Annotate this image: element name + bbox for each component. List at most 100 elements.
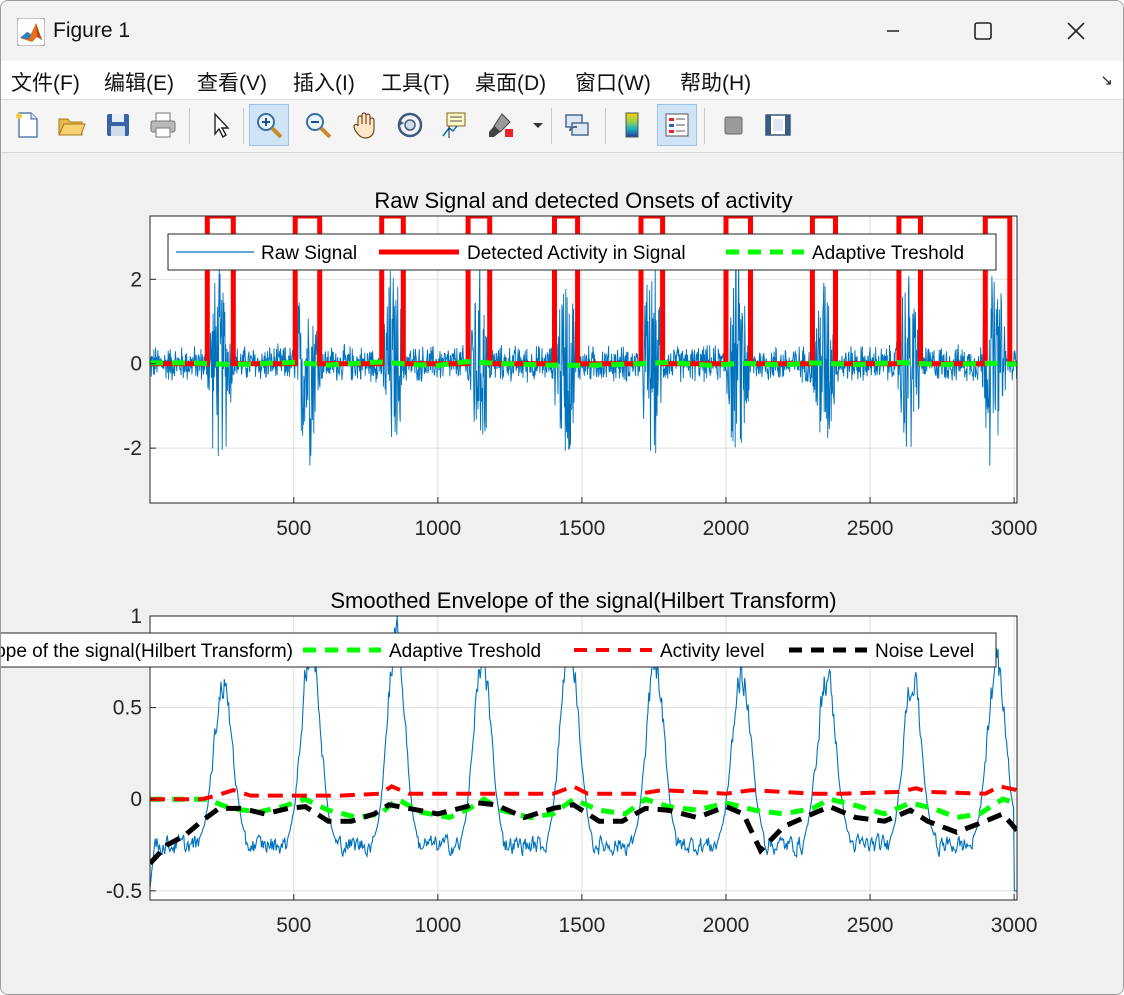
matlab-logo-icon	[17, 18, 45, 46]
menu-tools[interactable]: 工具(T)	[381, 72, 450, 95]
y-tick-label: -0.5	[106, 880, 142, 903]
x-tick-label: 1000	[414, 517, 461, 540]
x-tick-label: 2000	[703, 517, 750, 540]
series-noise-level	[150, 800, 1017, 866]
maximize-icon	[974, 22, 992, 40]
menu-insert[interactable]: 插入(I)	[293, 72, 355, 95]
y-tick-label: 0	[130, 353, 142, 376]
data-cursor-button[interactable]	[434, 104, 474, 146]
colorbar-button[interactable]	[612, 104, 652, 146]
brush-icon	[489, 113, 513, 137]
legend-entry-adaptive-threshold: Adaptive Treshold	[389, 641, 541, 662]
title-bar[interactable]: Figure 1	[1, 1, 1123, 61]
data-cursor-icon	[442, 112, 466, 138]
save-icon	[107, 114, 129, 136]
window-title: Figure 1	[53, 19, 131, 42]
figure-plots: 500 1000 1500 2000 2500 3000-202 Raw Signal a…	[1, 188, 1037, 937]
legend-entry-adaptive-threshold: Adaptive Treshold	[812, 243, 964, 264]
series-activity-level	[150, 784, 1017, 802]
menu-window[interactable]: 窗口(W)	[575, 72, 651, 95]
menu-file[interactable]: 文件(F)	[11, 72, 80, 95]
legend-button[interactable]	[657, 104, 697, 146]
pan-button[interactable]	[345, 104, 385, 146]
save-button[interactable]	[98, 104, 138, 146]
axes-raw-signal-data	[150, 216, 1017, 466]
maximize-button[interactable]	[960, 9, 1006, 53]
hide-plot-tools-icon	[724, 116, 743, 135]
series-smoothed-envelope	[150, 616, 1017, 892]
axes-envelope-data	[150, 616, 1017, 892]
x-tick-label: 500	[276, 517, 311, 540]
series-raw-signal	[150, 259, 1017, 466]
legend-box	[167, 233, 997, 271]
rotate-3d-button[interactable]	[390, 104, 430, 146]
x-tick-label: 3000	[991, 914, 1038, 937]
x-tick-label: 1000	[414, 914, 461, 937]
open-file-icon	[58, 118, 86, 136]
axes-envelope[interactable]: 500 1000 1500 2000 2500 3000 -0.5 0 0.5 1 Smoothe…	[1, 588, 1037, 937]
toolbar	[1, 100, 1123, 153]
minimize-icon	[887, 30, 899, 32]
legend-entry-detected-activity: Detected Activity in Signal	[467, 243, 686, 264]
legend-icon	[665, 113, 689, 137]
x-tick-label: 2500	[847, 517, 894, 540]
show-plot-tools-icon	[765, 114, 791, 136]
series-adaptive-threshold	[150, 796, 1017, 821]
menu-bar: 文件(F) 编辑(E) 查看(V) 插入(I) 工具(T) 桌面(D) 窗口(W…	[1, 61, 1123, 100]
axes-raw-signal[interactable]: 500 1000 1500 2000 2500 3000 -2 0 2 Raw Signal a…	[123, 188, 1037, 540]
menu-desktop[interactable]: 桌面(D)	[475, 72, 547, 95]
new-figure-button[interactable]	[7, 104, 47, 146]
x-tick-label: 1500	[559, 914, 606, 937]
y-tick-label: 0.5	[113, 697, 142, 720]
legend-raw-signal[interactable]: Raw Signal Detected Activity in Signal A…	[167, 233, 997, 271]
show-plot-tools-button[interactable]	[758, 104, 798, 146]
menu-overflow-icon[interactable]: ↘	[1100, 72, 1113, 89]
x-tick-label: 2000	[703, 914, 750, 937]
legend-entry-raw-signal: Raw Signal	[261, 243, 357, 264]
colorbar-icon	[625, 112, 639, 138]
axes-raw-signal-ticks: 500 1000 1500 2000 2500 3000 -2 0 2	[123, 268, 1037, 540]
brush-dropdown-button[interactable]	[527, 104, 549, 146]
y-tick-label: 0	[130, 788, 142, 811]
legend-entry-noise-level: Noise Level	[875, 641, 974, 662]
y-tick-label: 1	[130, 605, 142, 628]
open-file-button[interactable]	[51, 104, 91, 146]
zoom-out-icon	[306, 113, 332, 139]
x-tick-label: 2500	[847, 914, 894, 937]
chart-title: Smoothed Envelope of the signal(Hilbert …	[330, 588, 836, 613]
axes-envelope-box	[149, 615, 1018, 901]
y-tick-label: 2	[130, 268, 142, 291]
zoom-in-button[interactable]	[249, 104, 289, 146]
rotate-3d-icon	[397, 112, 423, 138]
close-button[interactable]	[1053, 9, 1099, 53]
pointer-button[interactable]	[199, 104, 239, 146]
legend-envelope[interactable]: Smoothed Envelope of the signal(Hilbert …	[1, 632, 997, 668]
menu-view[interactable]: 查看(V)	[197, 72, 267, 95]
axes-envelope-ticks: 500 1000 1500 2000 2500 3000 -0.5 0 0.5 1	[106, 605, 1038, 937]
legend-box	[1, 632, 997, 668]
print-button[interactable]	[143, 104, 183, 146]
legend-entry-smoothed-envelope: Smoothed Envelope of the signal(Hilbert …	[1, 641, 293, 662]
x-tick-label: 3000	[991, 517, 1038, 540]
zoom-out-button[interactable]	[298, 104, 338, 146]
minimize-button[interactable]	[870, 9, 916, 53]
legend-entry-activity-level: Activity level	[660, 641, 765, 662]
menu-edit[interactable]: 编辑(E)	[104, 72, 174, 95]
series-detected-activity	[150, 216, 1017, 367]
y-tick-label: -2	[123, 437, 142, 460]
axes-raw-signal-box	[149, 215, 1018, 504]
x-tick-label: 500	[276, 914, 311, 937]
link-plot-button[interactable]	[557, 104, 597, 146]
x-tick-label: 1500	[559, 517, 606, 540]
menu-help[interactable]: 帮助(H)	[680, 72, 752, 95]
chart-title: Raw Signal and detected Onsets of activi…	[374, 188, 792, 213]
brush-button[interactable]	[481, 104, 521, 146]
hide-plot-tools-button[interactable]	[713, 104, 753, 146]
figure-canvas: 500 1000 1500 2000 2500 3000 -2 0 2 Raw Signal a…	[1, 153, 1123, 994]
pointer-icon	[214, 112, 230, 139]
link-plot-icon	[565, 114, 589, 136]
new-figure-icon	[16, 112, 38, 138]
pan-hand-icon	[353, 112, 375, 139]
zoom-in-icon	[257, 113, 283, 139]
